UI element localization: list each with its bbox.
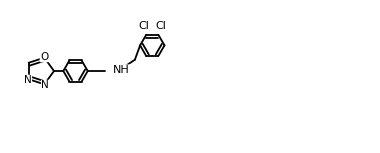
Text: Cl: Cl: [139, 21, 150, 31]
Text: O: O: [40, 52, 49, 62]
Text: N: N: [41, 80, 49, 90]
Text: N: N: [24, 75, 32, 85]
Text: NH: NH: [113, 65, 130, 75]
Text: Cl: Cl: [155, 21, 166, 31]
